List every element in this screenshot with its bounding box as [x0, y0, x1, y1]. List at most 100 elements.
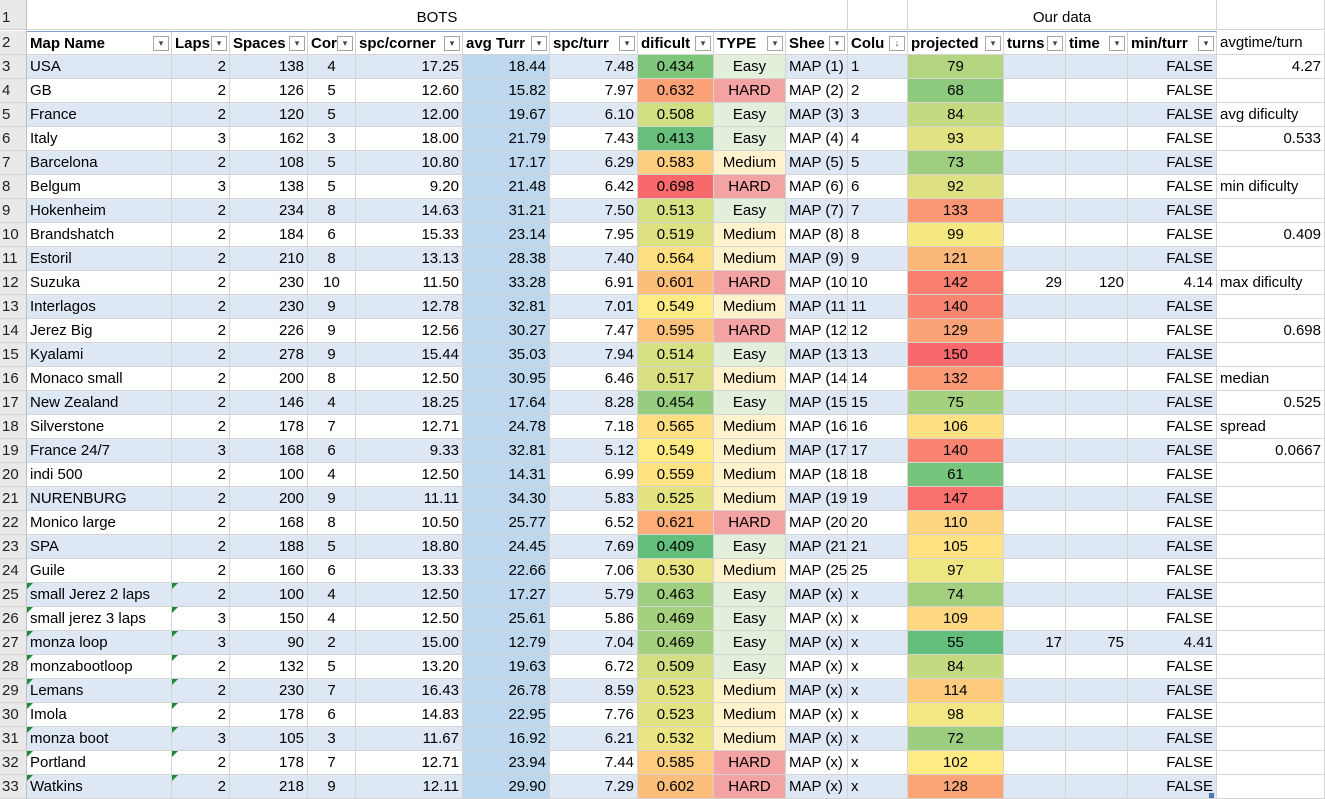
cell-projected[interactable]: 132 — [908, 367, 1004, 391]
cell-type[interactable]: Easy — [714, 655, 786, 679]
cell-laps[interactable]: 2 — [172, 295, 230, 319]
cell-map[interactable]: Belgum — [27, 175, 172, 199]
cell-time[interactable]: 75 — [1066, 631, 1128, 655]
cell-dificult[interactable]: 0.409 — [638, 535, 714, 559]
cell-colu[interactable]: 11 — [848, 295, 908, 319]
cell-spc-turn[interactable]: 7.04 — [550, 631, 638, 655]
cell-map[interactable]: indi 500 — [27, 463, 172, 487]
cell-dificult[interactable]: 0.454 — [638, 391, 714, 415]
cell-type[interactable]: Easy — [714, 199, 786, 223]
cell-extra[interactable] — [1217, 511, 1325, 535]
cell-colu[interactable]: 18 — [848, 463, 908, 487]
cell-dificult[interactable]: 0.565 — [638, 415, 714, 439]
cell-projected[interactable]: 102 — [908, 751, 1004, 775]
cell-turns[interactable] — [1004, 607, 1066, 631]
cell-type[interactable]: Easy — [714, 343, 786, 367]
cell-avg-turn[interactable]: 23.14 — [463, 223, 550, 247]
cell-spc-turn[interactable]: 7.97 — [550, 79, 638, 103]
cell-min-turn[interactable]: FALSE — [1128, 655, 1217, 679]
cell-projected[interactable]: 105 — [908, 535, 1004, 559]
cell-spc-corner[interactable]: 12.50 — [356, 463, 463, 487]
cell-type[interactable]: Easy — [714, 127, 786, 151]
cell-colu[interactable]: 15 — [848, 391, 908, 415]
cell-dificult[interactable]: 0.469 — [638, 607, 714, 631]
column-header-dificult[interactable]: dificult ▾ — [638, 31, 714, 55]
cell-colu[interactable]: x — [848, 679, 908, 703]
cell-dificult[interactable]: 0.523 — [638, 679, 714, 703]
cell-type[interactable]: Medium — [714, 439, 786, 463]
cell-spc-turn[interactable]: 7.29 — [550, 775, 638, 799]
cell-cor[interactable]: 4 — [308, 55, 356, 79]
cell-dificult[interactable]: 0.413 — [638, 127, 714, 151]
row-header[interactable]: 29 — [0, 679, 27, 703]
cell-cor[interactable]: 4 — [308, 583, 356, 607]
column-header-spc-turn[interactable]: spc/turr ▾ — [550, 31, 638, 55]
cell-turns[interactable] — [1004, 511, 1066, 535]
cell-min-turn[interactable]: FALSE — [1128, 79, 1217, 103]
table-resize-handle[interactable] — [1209, 793, 1214, 798]
cell-time[interactable] — [1066, 367, 1128, 391]
cell-colu[interactable]: x — [848, 583, 908, 607]
cell-avg-turn[interactable]: 31.21 — [463, 199, 550, 223]
cell-avg-turn[interactable]: 19.67 — [463, 103, 550, 127]
cell-min-turn[interactable]: FALSE — [1128, 151, 1217, 175]
cell-turns[interactable]: 17 — [1004, 631, 1066, 655]
cell-dificult[interactable]: 0.559 — [638, 463, 714, 487]
cell-spc-turn[interactable]: 7.50 — [550, 199, 638, 223]
cell-dificult[interactable]: 0.469 — [638, 631, 714, 655]
row-header[interactable]: 20 — [0, 463, 27, 487]
cell-map[interactable]: Kyalami — [27, 343, 172, 367]
cell-laps[interactable]: 2 — [172, 151, 230, 175]
cell-spc-turn[interactable]: 6.42 — [550, 175, 638, 199]
cell-dificult[interactable]: 0.621 — [638, 511, 714, 535]
cell-colu[interactable]: 3 — [848, 103, 908, 127]
cell-extra[interactable] — [1217, 655, 1325, 679]
cell-spaces[interactable]: 120 — [230, 103, 308, 127]
cell-cor[interactable]: 10 — [308, 271, 356, 295]
cell-min-turn[interactable]: FALSE — [1128, 127, 1217, 151]
cell-spc-turn[interactable]: 7.94 — [550, 343, 638, 367]
column-header-sheet[interactable]: Shee ▾ — [786, 31, 848, 55]
cell-laps[interactable]: 2 — [172, 367, 230, 391]
cell-min-turn[interactable]: FALSE — [1128, 559, 1217, 583]
our-data-group-header[interactable]: Our data — [908, 0, 1217, 30]
cell-min-turn[interactable]: FALSE — [1128, 679, 1217, 703]
cell-laps[interactable]: 3 — [172, 127, 230, 151]
column-header-spc-corner[interactable]: spc/corner ▾ — [356, 31, 463, 55]
cell-time[interactable] — [1066, 103, 1128, 127]
row-header[interactable]: 11 — [0, 247, 27, 271]
cell-spaces[interactable]: 146 — [230, 391, 308, 415]
cell-projected[interactable]: 129 — [908, 319, 1004, 343]
cell-type[interactable]: Easy — [714, 631, 786, 655]
cell-colu[interactable]: 19 — [848, 487, 908, 511]
cell-time[interactable] — [1066, 751, 1128, 775]
cell-spc-corner[interactable]: 12.50 — [356, 367, 463, 391]
cell-avg-turn[interactable]: 22.95 — [463, 703, 550, 727]
cell-avg-turn[interactable]: 17.17 — [463, 151, 550, 175]
cell-turns[interactable] — [1004, 655, 1066, 679]
cell-sheet[interactable]: MAP (15 — [786, 391, 848, 415]
cell-cor[interactable]: 2 — [308, 631, 356, 655]
cell-cor[interactable]: 7 — [308, 415, 356, 439]
cell-colu[interactable]: 1 — [848, 55, 908, 79]
row-header[interactable]: 17 — [0, 391, 27, 415]
cell-map[interactable]: Silverstone — [27, 415, 172, 439]
cell-spaces[interactable]: 200 — [230, 367, 308, 391]
cell-avg-turn[interactable]: 19.63 — [463, 655, 550, 679]
cell-map[interactable]: monzabootloop — [27, 655, 172, 679]
cell-cor[interactable]: 4 — [308, 463, 356, 487]
cell-colu[interactable]: x — [848, 727, 908, 751]
cell-min-turn[interactable]: 4.41 — [1128, 631, 1217, 655]
cell-extra[interactable] — [1217, 751, 1325, 775]
cell-projected[interactable]: 128 — [908, 775, 1004, 799]
cell-laps[interactable]: 2 — [172, 751, 230, 775]
cell-type[interactable]: Medium — [714, 559, 786, 583]
cell-laps[interactable]: 2 — [172, 559, 230, 583]
cell-laps[interactable]: 2 — [172, 223, 230, 247]
cell-cor[interactable]: 3 — [308, 127, 356, 151]
cell-projected[interactable]: 93 — [908, 127, 1004, 151]
cell-cor[interactable]: 6 — [308, 223, 356, 247]
cell-avg-turn[interactable]: 30.95 — [463, 367, 550, 391]
cell-turns[interactable] — [1004, 583, 1066, 607]
cell-cor[interactable]: 6 — [308, 703, 356, 727]
